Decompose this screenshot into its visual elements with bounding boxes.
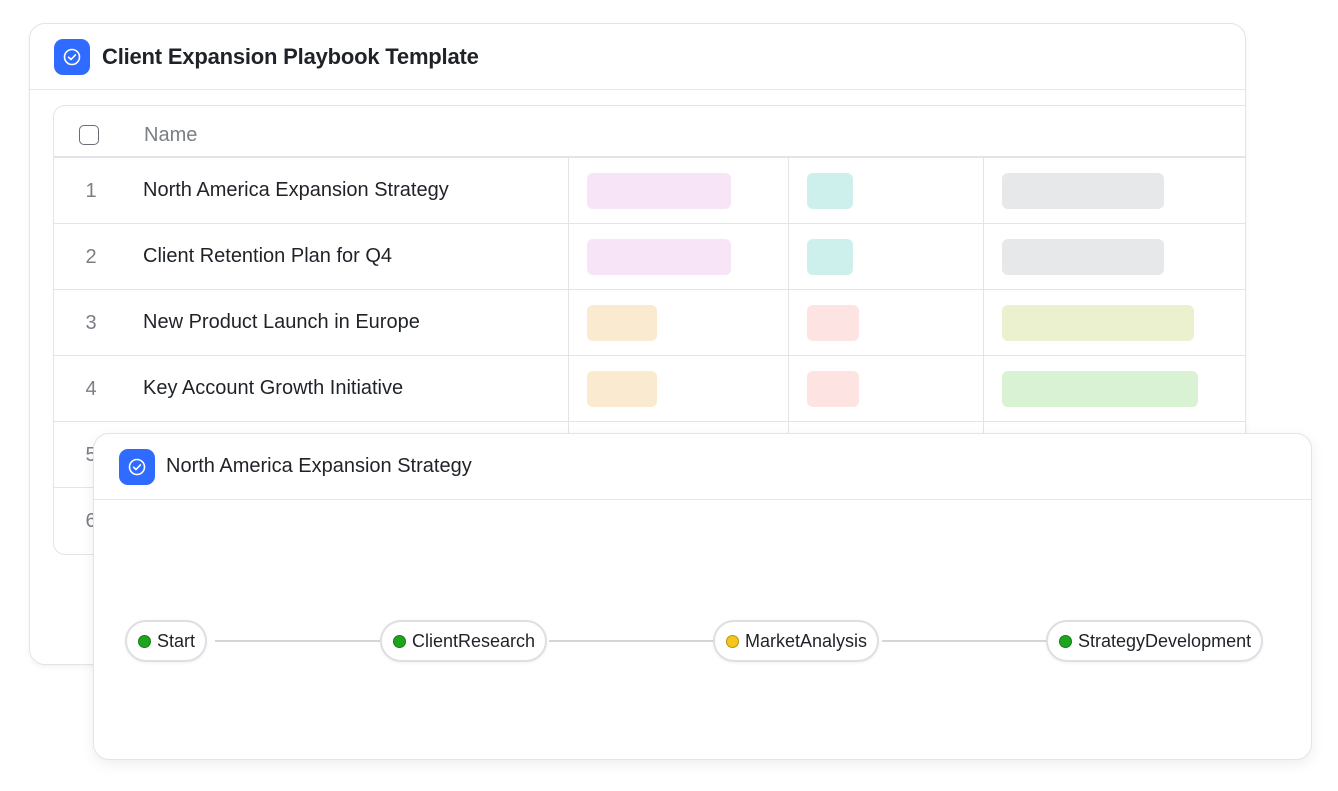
flow-node-label: StrategyDevelopment <box>1078 630 1252 651</box>
page-title: Client Expansion Playbook Template <box>102 43 479 69</box>
table-row[interactable]: 4 Key Account Growth Initiative <box>54 356 1245 422</box>
detail-window: North America Expansion Strategy Start C… <box>93 433 1312 760</box>
tag-pill[interactable] <box>1002 239 1164 275</box>
flow-edge <box>549 640 714 642</box>
status-dot <box>393 634 406 648</box>
detail-title: North America Expansion Strategy <box>166 455 472 477</box>
row-name[interactable]: New Product Launch in Europe <box>143 311 420 333</box>
status-dot <box>726 634 739 648</box>
table-header: Name <box>54 106 1245 158</box>
column-header-name[interactable]: Name <box>144 124 198 146</box>
template-window-header: Client Expansion Playbook Template <box>30 24 1245 90</box>
flow-node-start[interactable]: Start <box>125 620 208 662</box>
flow-node-label: MarketAnalysis <box>745 630 868 651</box>
table-row[interactable]: 1 North America Expansion Strategy <box>54 158 1245 224</box>
workflow-diagram: Start ClientResearch MarketAnalysis Stra… <box>94 500 1311 759</box>
table-row[interactable]: 6 <box>54 488 1245 553</box>
row-number: 5 <box>85 444 97 466</box>
tag-pill[interactable] <box>1002 173 1164 209</box>
flow-node-label: Start <box>157 630 196 651</box>
tag-pill[interactable] <box>807 173 853 209</box>
tag-pill[interactable] <box>1002 371 1198 407</box>
status-dot <box>138 634 151 648</box>
flow-node-label: ClientResearch <box>412 630 536 651</box>
tag-pill[interactable] <box>1002 305 1194 341</box>
flow-edge <box>882 640 1047 642</box>
tag-pill[interactable] <box>587 305 657 341</box>
check-circle-icon <box>119 448 155 485</box>
tag-pill[interactable] <box>587 239 731 275</box>
row-name[interactable]: Key Account Growth Initiative <box>143 377 404 399</box>
row-number: 4 <box>85 378 97 400</box>
flow-edge <box>215 640 380 642</box>
table-row[interactable]: 2 Client Retention Plan for Q4 <box>54 224 1245 290</box>
flow-node-client-research[interactable]: ClientResearch <box>380 620 548 662</box>
row-number: 6 <box>85 510 97 532</box>
row-number: 3 <box>85 312 97 334</box>
tag-pill[interactable] <box>807 305 859 341</box>
tag-pill[interactable] <box>807 239 853 275</box>
row-number: 2 <box>85 246 97 268</box>
detail-window-header: North America Expansion Strategy <box>94 434 1311 500</box>
table-row[interactable]: 3 New Product Launch in Europe <box>54 290 1245 356</box>
tag-pill[interactable] <box>587 371 657 407</box>
select-all-checkbox[interactable] <box>79 125 99 145</box>
row-number: 1 <box>85 180 97 202</box>
flow-node-market-analysis[interactable]: MarketAnalysis <box>713 620 880 662</box>
flow-node-strategy-development[interactable]: StrategyDevelopment <box>1046 620 1264 662</box>
row-name[interactable]: Client Retention Plan for Q4 <box>143 245 393 267</box>
row-name[interactable]: North America Expansion Strategy <box>143 179 449 201</box>
tag-pill[interactable] <box>587 173 731 209</box>
status-dot <box>1059 634 1072 648</box>
check-circle-icon <box>54 38 90 75</box>
tag-pill[interactable] <box>807 371 859 407</box>
